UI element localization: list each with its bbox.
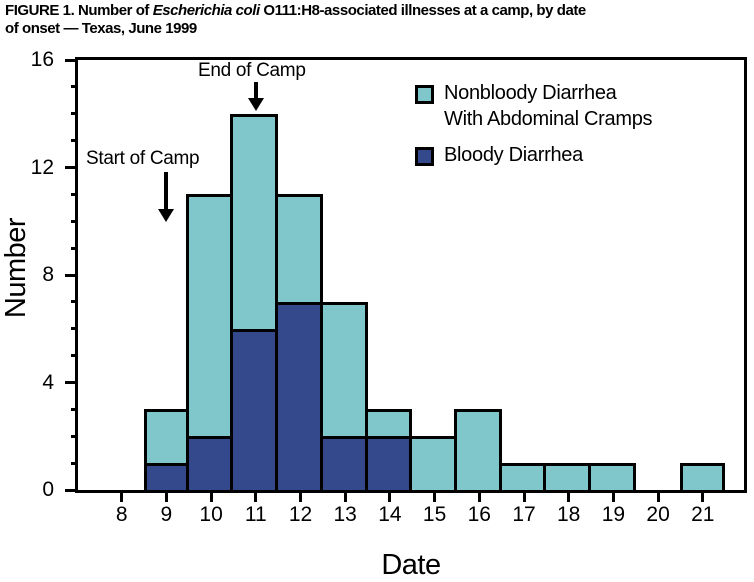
title-prefix: FIGURE 1. Number of bbox=[5, 2, 153, 19]
y-major-tick bbox=[65, 488, 78, 492]
x-tick-label: 13 bbox=[333, 503, 357, 526]
legend-swatch-nonbloody bbox=[415, 85, 434, 104]
bar-segment-bloody bbox=[367, 436, 410, 490]
arrow-down-icon bbox=[158, 209, 175, 222]
x-tick-label: 20 bbox=[646, 503, 670, 526]
legend-label-bloody: Bloody Diarrhea bbox=[444, 144, 583, 166]
title-suffix: O111:H8-associated illnesses at a camp, … bbox=[259, 2, 586, 19]
y-minor-tick bbox=[71, 85, 78, 89]
legend: Nonbloody Diarrhea With Abdominal Cramps… bbox=[415, 80, 653, 168]
x-tick bbox=[477, 490, 481, 502]
bar-date-16 bbox=[453, 409, 502, 490]
figure-title-line2: of onset — Texas, June 1999 bbox=[5, 19, 197, 37]
arrow-shaft bbox=[253, 82, 258, 99]
y-tick-label: 4 bbox=[42, 370, 54, 394]
annotation-start-of-camp: Start of Camp bbox=[86, 148, 200, 169]
bar-date-19 bbox=[588, 463, 636, 490]
bar-date-21 bbox=[680, 463, 726, 490]
x-tick-label: 8 bbox=[115, 503, 128, 526]
x-tick bbox=[567, 490, 571, 502]
bar-segment-bloody bbox=[322, 436, 365, 490]
plot-area: Number Date Nonbloody Diarrhea With Abdo… bbox=[0, 48, 747, 581]
arrow-down-icon bbox=[247, 98, 264, 111]
x-tick bbox=[388, 490, 392, 502]
title-species-italic: Escherichia coli bbox=[152, 2, 260, 19]
x-tick-label: 19 bbox=[601, 503, 626, 526]
x-tick-label: 10 bbox=[199, 503, 223, 526]
y-minor-tick bbox=[71, 461, 78, 465]
arrow-shaft bbox=[164, 172, 169, 210]
legend-label-nonbloody: Nonbloody Diarrhea With Abdominal Cramps bbox=[444, 82, 653, 130]
x-tick bbox=[701, 490, 705, 502]
y-tick-label: 8 bbox=[42, 263, 54, 286]
y-minor-tick bbox=[71, 139, 78, 143]
bar-date-9 bbox=[144, 409, 189, 490]
bar-date-13 bbox=[319, 301, 368, 490]
figure-title-line1: FIGURE 1. Number of Escherichia coli O11… bbox=[5, 2, 751, 20]
y-minor-tick bbox=[71, 300, 78, 304]
x-axis-title: Date bbox=[381, 549, 441, 581]
x-tick bbox=[611, 490, 615, 502]
y-major-tick bbox=[65, 58, 78, 62]
x-tick-label: 16 bbox=[467, 503, 491, 526]
annotation-end-of-camp: End of Camp bbox=[198, 60, 306, 81]
y-minor-tick bbox=[71, 246, 78, 250]
bar-date-10 bbox=[185, 194, 234, 490]
x-tick bbox=[299, 490, 302, 502]
y-major-tick bbox=[65, 381, 78, 384]
figure-title: FIGURE 1. Number of Escherichia coli O11… bbox=[5, 2, 751, 37]
x-tick bbox=[164, 490, 168, 502]
x-tick bbox=[522, 490, 526, 502]
x-tick-label: 11 bbox=[244, 503, 267, 526]
bar-date-14 bbox=[364, 409, 413, 490]
x-tick bbox=[120, 490, 124, 502]
legend-item-bloody: Bloody Diarrhea bbox=[415, 142, 652, 168]
bar-segment-bloody bbox=[188, 436, 231, 490]
x-tick bbox=[254, 490, 258, 502]
bar-date-12 bbox=[275, 194, 323, 490]
x-tick-label: 15 bbox=[422, 503, 447, 526]
legend-swatch-bloody bbox=[415, 147, 434, 166]
bar-date-15 bbox=[409, 436, 457, 490]
legend-item-nonbloody: Nonbloody Diarrhea With Abdominal Cramps bbox=[415, 80, 653, 132]
x-tick bbox=[209, 490, 213, 502]
x-tick-label: 17 bbox=[512, 503, 536, 526]
bar-segment-bloody bbox=[147, 463, 186, 490]
y-minor-tick bbox=[71, 112, 78, 116]
bar-segment-bloody bbox=[233, 328, 276, 490]
y-major-tick bbox=[65, 273, 78, 277]
x-tick bbox=[343, 490, 347, 502]
y-minor-tick bbox=[71, 192, 78, 196]
y-tick-label: 0 bbox=[42, 478, 54, 501]
bar-date-17 bbox=[498, 463, 547, 490]
x-tick-label: 12 bbox=[288, 503, 313, 526]
y-tick-label: 16 bbox=[30, 48, 54, 71]
x-tick-label: 9 bbox=[160, 503, 173, 526]
y-minor-tick bbox=[71, 219, 78, 223]
x-tick-label: 21 bbox=[691, 503, 715, 526]
y-tick-label: 12 bbox=[30, 155, 54, 179]
x-tick bbox=[433, 490, 437, 502]
y-minor-tick bbox=[71, 354, 78, 358]
y-minor-tick bbox=[71, 407, 78, 411]
y-major-tick bbox=[65, 166, 78, 169]
bar-segment-bloody bbox=[278, 301, 320, 490]
bar-date-11 bbox=[230, 113, 279, 490]
x-tick-label: 18 bbox=[557, 503, 581, 526]
x-tick-label: 14 bbox=[378, 503, 402, 526]
y-minor-tick bbox=[71, 434, 78, 438]
x-tick bbox=[656, 490, 660, 502]
y-minor-tick bbox=[71, 327, 78, 331]
bar-date-18 bbox=[543, 463, 592, 490]
